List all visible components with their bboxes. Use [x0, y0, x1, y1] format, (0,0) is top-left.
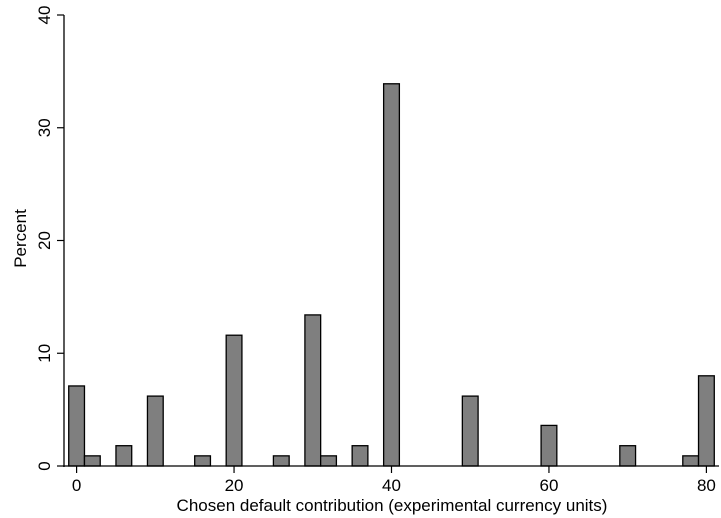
bar-3 — [146, 395, 164, 467]
x-tick-label-80: 80 — [697, 476, 716, 495]
bar-1 — [83, 455, 101, 467]
bar-8 — [319, 455, 338, 467]
bar-5 — [225, 334, 243, 467]
bar-6 — [272, 455, 290, 467]
x-tick-label-20: 20 — [225, 476, 244, 495]
bar-11 — [461, 395, 479, 467]
axes-layer: 0 10 20 30 40 0 20 40 60 80 — [35, 6, 719, 495]
y-tick-label-0: 0 — [35, 461, 54, 470]
y-tick-label-30: 30 — [35, 118, 54, 137]
bar-13 — [619, 445, 637, 467]
x-axis-title: Chosen default contribution (experimenta… — [177, 496, 608, 515]
bar-9 — [351, 445, 369, 467]
x-tick-label-40: 40 — [382, 476, 401, 495]
bar-2 — [115, 445, 133, 467]
bar-12 — [540, 424, 558, 467]
y-tick-label-40: 40 — [35, 6, 54, 25]
x-tick-label-0: 0 — [72, 476, 81, 495]
x-tick-label-60: 60 — [539, 476, 558, 495]
y-tick-label-10: 10 — [35, 344, 54, 363]
bar-layer — [68, 83, 715, 467]
bar-14 — [682, 455, 700, 467]
bar-15 — [697, 375, 715, 467]
bar-4 — [194, 455, 212, 467]
y-axis-title: Percent — [11, 209, 30, 268]
bar-7 — [304, 314, 322, 467]
bar-10 — [382, 83, 401, 467]
y-tick-label-20: 20 — [35, 231, 54, 250]
bar-0 — [68, 385, 86, 467]
